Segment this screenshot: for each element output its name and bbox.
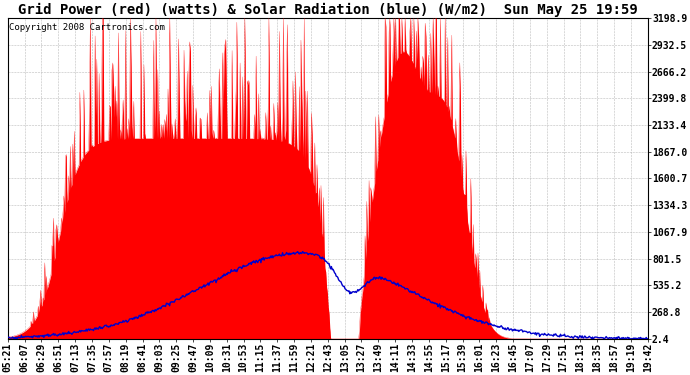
Text: Copyright 2008 Cartronics.com: Copyright 2008 Cartronics.com [9,23,165,32]
Title: Grid Power (red) (watts) & Solar Radiation (blue) (W/m2)  Sun May 25 19:59: Grid Power (red) (watts) & Solar Radiati… [18,3,638,17]
